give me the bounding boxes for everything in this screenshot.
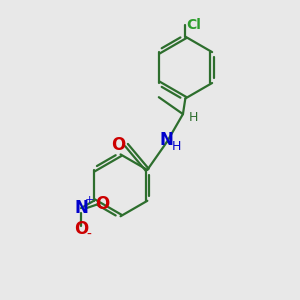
Text: Cl: Cl (186, 18, 201, 32)
Text: O: O (95, 195, 109, 213)
Text: N: N (160, 131, 174, 149)
Text: N: N (74, 199, 88, 217)
Text: -: - (87, 228, 92, 242)
Text: H: H (189, 110, 198, 124)
Text: +: + (84, 195, 94, 205)
Text: O: O (74, 220, 88, 238)
Text: O: O (111, 136, 125, 154)
Text: H: H (172, 140, 181, 153)
